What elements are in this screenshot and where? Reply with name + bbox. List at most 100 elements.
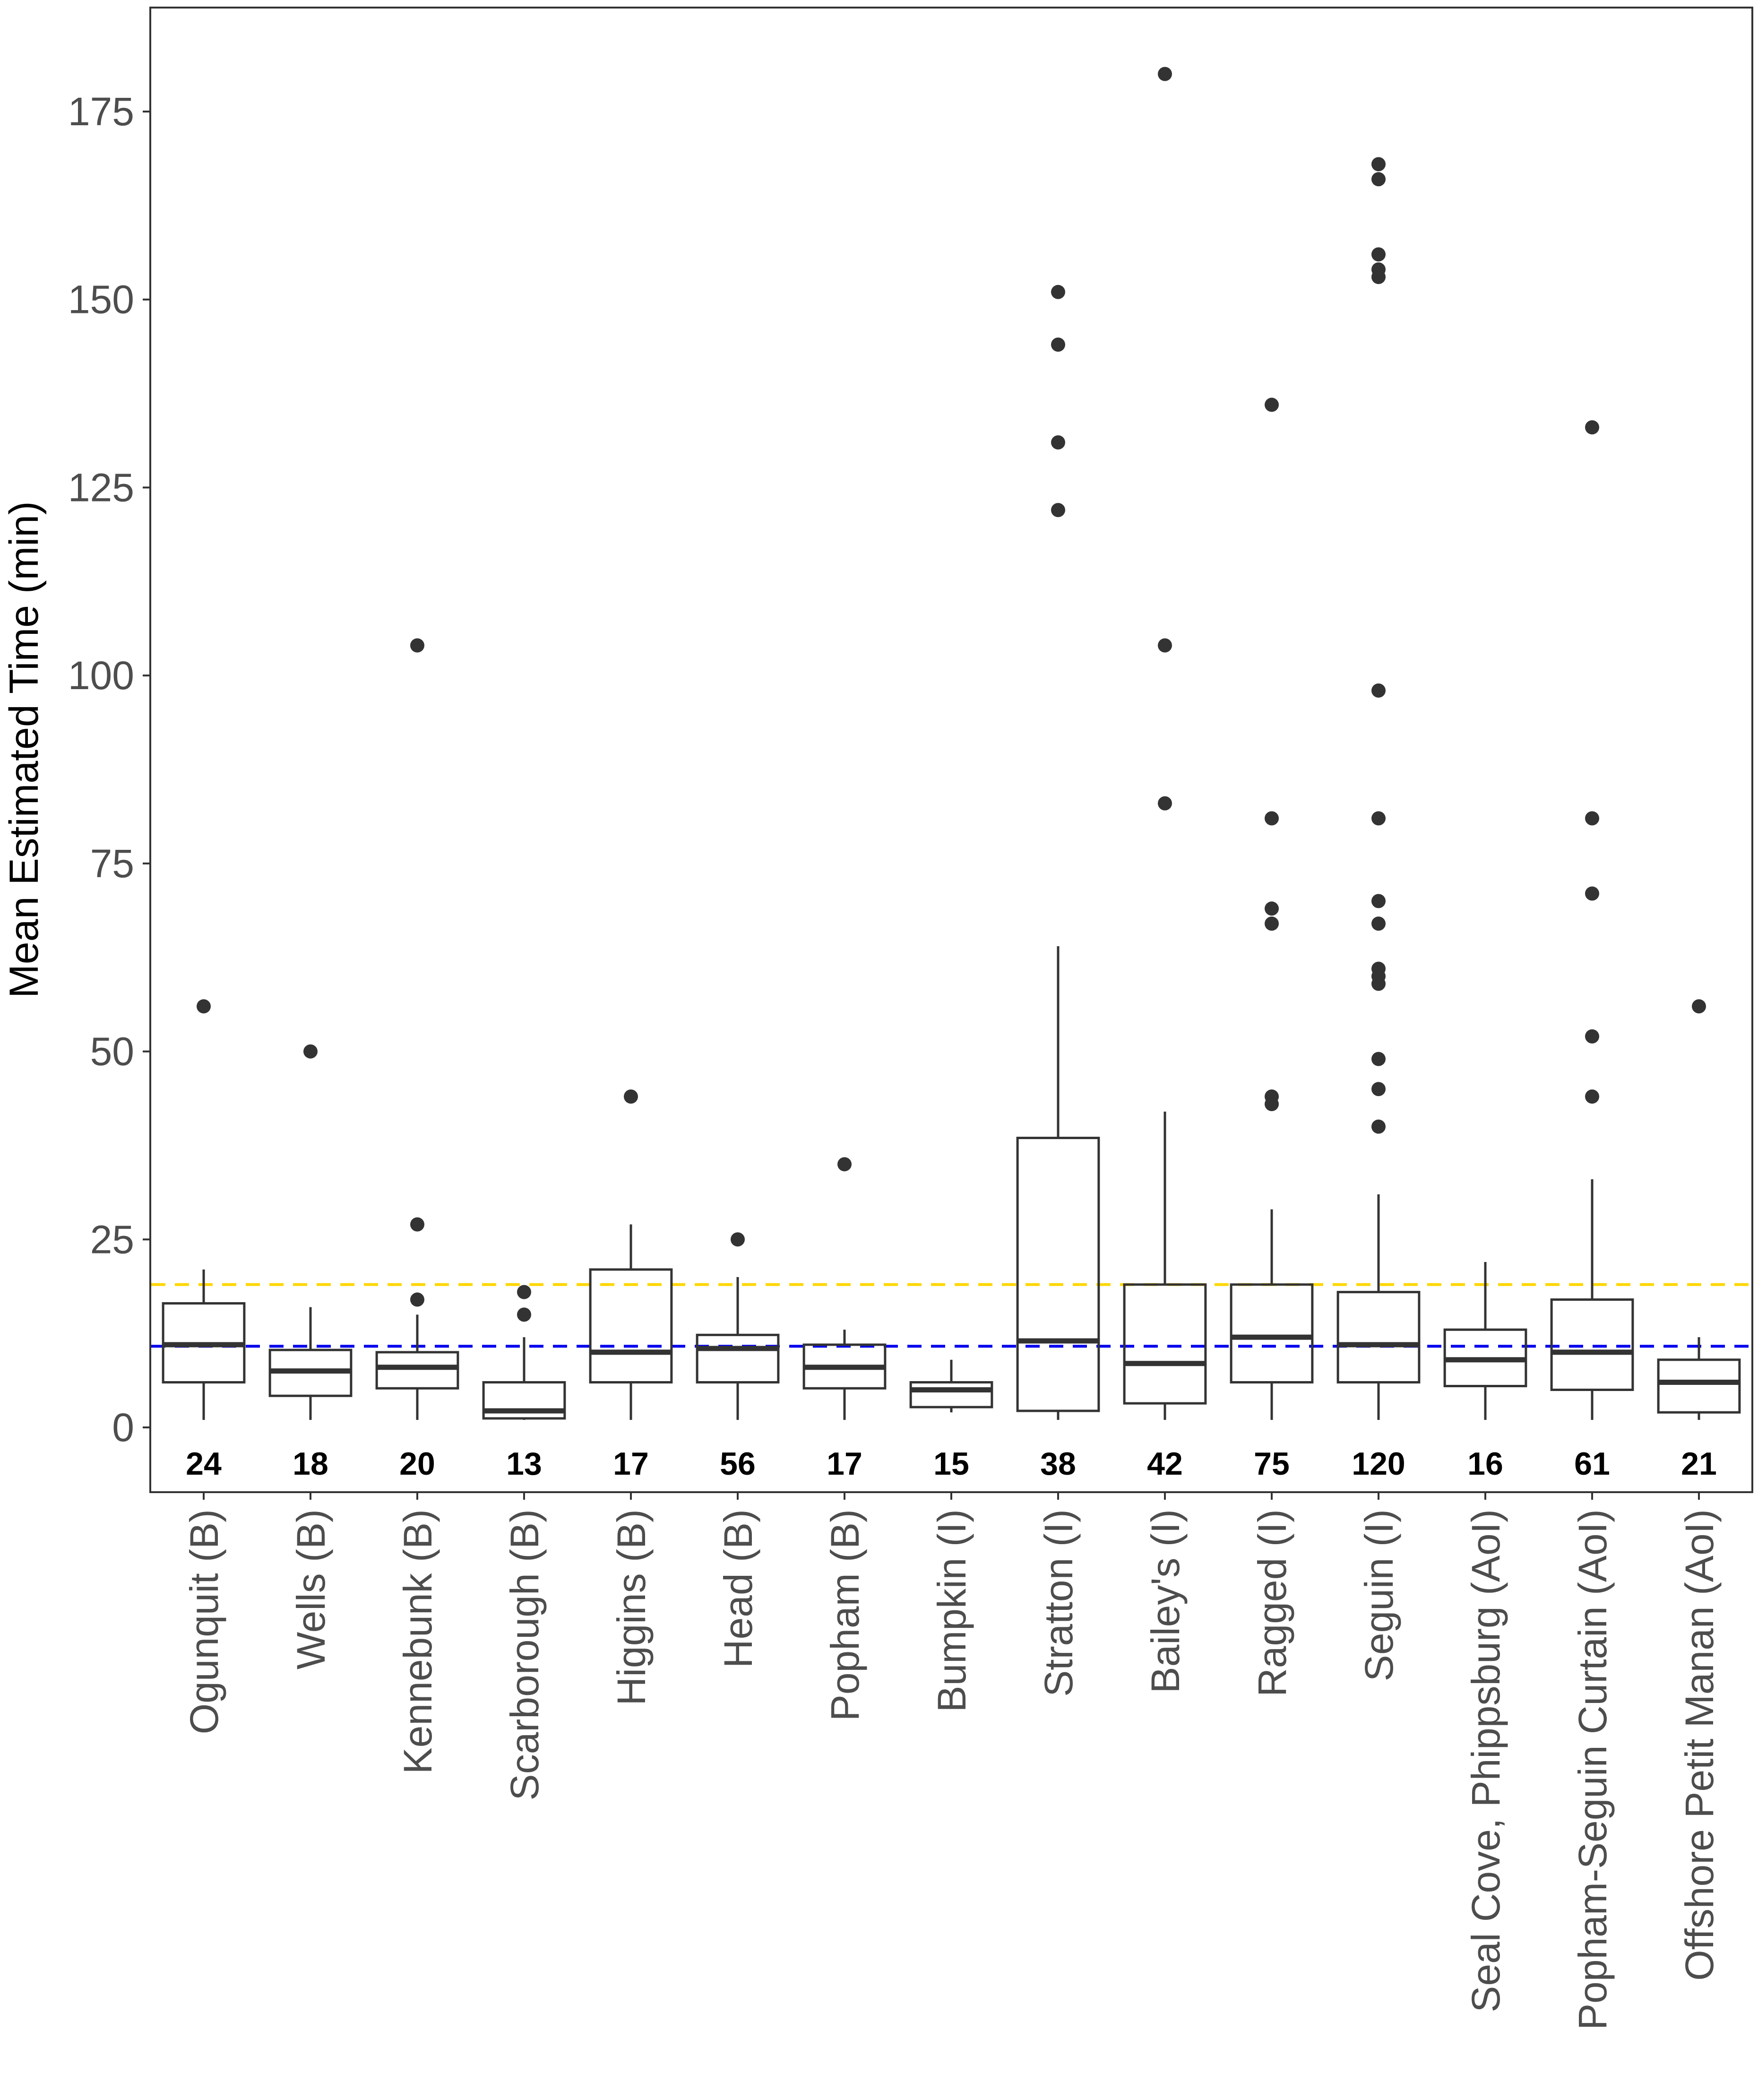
outlier-point: [1371, 247, 1386, 262]
box-group: [802, 1157, 887, 1420]
outlier-point: [410, 1217, 424, 1232]
outlier-point: [1051, 435, 1065, 449]
outlier-point: [1371, 1052, 1386, 1066]
outlier-point: [410, 1292, 424, 1307]
box-group: [1016, 285, 1100, 1420]
box-group: [162, 999, 246, 1420]
iqr-box: [1657, 1358, 1741, 1414]
iqr-box: [1016, 1137, 1100, 1412]
outlier-point: [1371, 157, 1386, 172]
outlier-point: [1371, 1082, 1386, 1097]
count-label: 13: [506, 1446, 542, 1482]
iqr-box: [1123, 1283, 1207, 1405]
category-label: Popham (B): [823, 1509, 867, 1721]
count-label: 21: [1681, 1446, 1717, 1482]
box-group: [375, 638, 459, 1420]
iqr-box: [1230, 1283, 1314, 1384]
outlier-point: [1371, 894, 1386, 908]
count-label: 120: [1352, 1446, 1405, 1482]
count-label: 24: [186, 1446, 222, 1482]
iqr-box: [589, 1268, 673, 1384]
count-label: 56: [720, 1446, 756, 1482]
category-label: Wells (B): [289, 1509, 333, 1669]
outlier-point: [1158, 638, 1172, 653]
y-tick-label: 0: [112, 1405, 134, 1450]
y-tick-label: 125: [68, 465, 134, 510]
outlier-point: [1158, 796, 1172, 811]
y-tick-label: 50: [90, 1029, 134, 1074]
outlier-point: [1585, 886, 1599, 901]
box-group: [1443, 1262, 1527, 1420]
outlier-point: [1371, 916, 1386, 931]
box-group: [909, 1359, 993, 1413]
outlier-point: [1265, 916, 1279, 931]
iqr-box: [909, 1381, 993, 1409]
y-tick-label: 175: [68, 89, 134, 134]
outlier-point: [1265, 1089, 1279, 1104]
outlier-point: [197, 999, 211, 1014]
outlier-point: [303, 1044, 318, 1059]
y-axis: 0 25 50 75 100 125 150 175: [68, 89, 150, 1450]
outlier-point: [517, 1285, 531, 1299]
box-group: [1123, 67, 1207, 1420]
plot-marks: 24 18 20 13 17 56 17 15 38 42 75 120 16 61 21: [151, 67, 1751, 1482]
iqr-box: [1550, 1298, 1634, 1391]
category-label: Popham-Seguin Curtain (AoI): [1570, 1509, 1615, 2030]
y-tick-label: 25: [90, 1217, 134, 1262]
iqr-box: [482, 1381, 566, 1420]
category-label: Seal Cove, Phippsburg (AoI): [1464, 1509, 1508, 2013]
outlier-point: [837, 1157, 852, 1172]
count-label: 75: [1254, 1446, 1290, 1482]
outlier-point: [1692, 999, 1706, 1014]
outlier-point: [1585, 811, 1599, 826]
outlier-point: [1051, 503, 1065, 518]
count-label: 17: [827, 1446, 862, 1482]
category-label: Bumpkin (I): [930, 1509, 974, 1712]
category-label: Ragged (I): [1250, 1509, 1294, 1697]
y-axis-title: Mean Estimated Time (min): [1, 501, 47, 998]
count-label: 17: [613, 1446, 649, 1482]
iqr-box: [375, 1351, 459, 1390]
box-group: [482, 1285, 566, 1420]
category-label: Higgins (B): [609, 1509, 654, 1705]
outlier-point: [1265, 811, 1279, 826]
box-group: [1550, 420, 1634, 1420]
category-label: Head (B): [716, 1509, 760, 1668]
outlier-point: [1585, 420, 1599, 435]
y-tick-label: 75: [90, 841, 134, 886]
outlier-point: [1371, 172, 1386, 187]
outlier-point: [1371, 1119, 1386, 1134]
count-label: 16: [1467, 1446, 1503, 1482]
iqr-box: [696, 1333, 780, 1384]
box-group: [268, 1044, 353, 1420]
y-tick-label: 100: [68, 653, 134, 698]
count-label: 42: [1147, 1446, 1183, 1482]
count-label: 61: [1574, 1446, 1610, 1482]
outlier-point: [731, 1232, 745, 1247]
category-label: Kennebunk (B): [396, 1509, 440, 1774]
box-group: [1230, 398, 1314, 1420]
outlier-point: [1371, 683, 1386, 698]
outlier-point: [1371, 262, 1386, 277]
iqr-box: [1336, 1291, 1421, 1384]
x-axis: Ogunquit (B) Wells (B) Kennebunk (B) Scarbo…: [182, 1492, 1722, 2030]
count-label: 15: [933, 1446, 969, 1482]
category-label: Seguin (I): [1357, 1509, 1401, 1681]
box-group: [1657, 999, 1741, 1420]
outlier-point: [1158, 67, 1172, 81]
box-group: [696, 1232, 780, 1420]
category-label: Stratton (I): [1036, 1509, 1081, 1697]
count-label: 20: [399, 1446, 435, 1482]
outlier-point: [1051, 337, 1065, 352]
box-group: [1336, 157, 1421, 1420]
box-group: [589, 1089, 673, 1420]
outlier-point: [1371, 811, 1386, 826]
count-label: 38: [1040, 1446, 1076, 1482]
outlier-point: [1585, 1029, 1599, 1044]
outlier-point: [410, 638, 424, 653]
outlier-point: [1585, 1089, 1599, 1104]
outlier-point: [1265, 398, 1279, 412]
outlier-point: [624, 1089, 638, 1104]
outlier-point: [1371, 961, 1386, 976]
